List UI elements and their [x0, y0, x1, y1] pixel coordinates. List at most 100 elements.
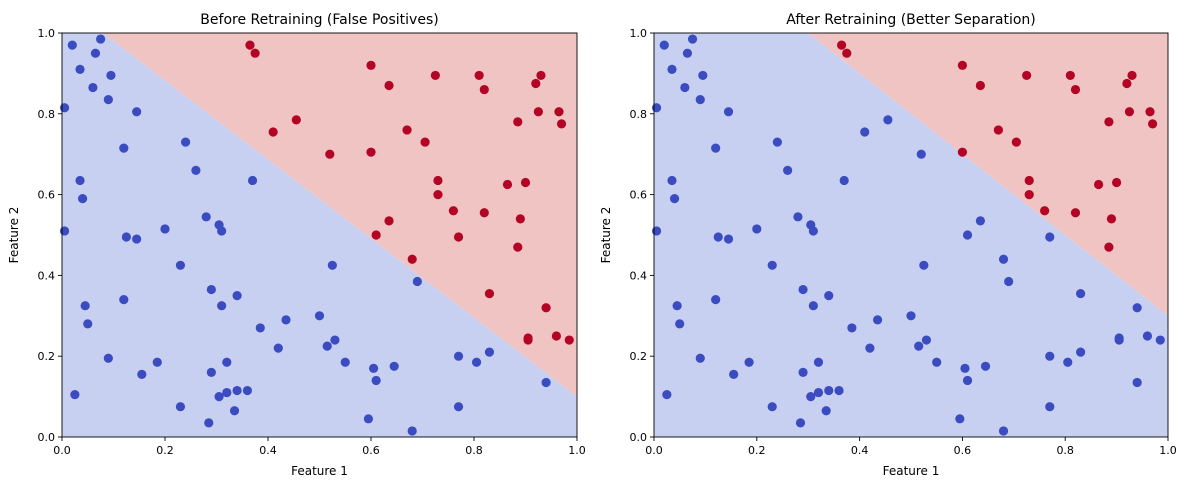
scatter-point-class0 [744, 357, 754, 367]
scatter-point-class0 [667, 175, 677, 186]
scatter-point-class0 [119, 295, 129, 305]
scatter-point-class0 [75, 175, 85, 186]
x-tick-label: 0.8 [1056, 444, 1074, 457]
y-tick-label: 1.0 [630, 27, 648, 40]
scatter-point-class0 [682, 48, 693, 58]
scatter-point-class1 [1106, 214, 1117, 224]
scatter-point-class0 [222, 357, 232, 367]
scatter-point-class0 [813, 357, 824, 367]
scatter-point-class0 [914, 341, 924, 351]
scatter-point-class0 [662, 389, 672, 400]
scatter-point-class0 [1045, 232, 1055, 242]
scatter-point-class1 [1122, 78, 1132, 89]
scatter-point-class1 [1145, 107, 1155, 117]
scatter-point-class1 [502, 179, 513, 190]
scatter-point-class0 [217, 226, 227, 236]
chart-after-retraining: 0.0 0.2 0.4 0.6 0.8 1.0 0.0 0.2 0.4 0.6 0.8 1.0 Afte… [599, 12, 1177, 478]
scatter-point-class1 [448, 206, 458, 216]
scatter-point-class0 [314, 311, 325, 321]
scatter-point-class0 [363, 414, 374, 424]
y-axis-label: Feature 2 [599, 207, 613, 264]
scatter-point-class1 [531, 78, 541, 89]
scatter-point-class0 [723, 107, 734, 117]
scatter-point-class0 [1076, 288, 1086, 299]
scatter-point-class0 [808, 301, 818, 311]
scatter-point-class1 [402, 125, 412, 135]
scatter-point-class0 [206, 284, 216, 295]
chart-title: After Retraining (Better Separation) [786, 12, 1036, 28]
scatter-point-class0 [67, 40, 77, 50]
scatter-point-class0 [88, 82, 98, 93]
scatter-point-class1 [1104, 242, 1114, 252]
scatter-point-class0 [695, 95, 705, 105]
y-tick-label: 0.6 [630, 189, 648, 202]
scatter-point-class1 [479, 208, 489, 218]
scatter-point-class0 [806, 392, 816, 402]
scatter-point-class0 [1114, 335, 1124, 345]
scatter-point-class0 [160, 224, 170, 234]
scatter-point-class1 [291, 115, 301, 125]
scatter-point-class1 [957, 147, 968, 157]
y-tick-label: 1.0 [38, 27, 56, 40]
x-tick-label: 0.6 [954, 444, 972, 457]
scatter-point-class1 [366, 147, 376, 157]
class1-region [808, 33, 1168, 316]
scatter-point-class0 [407, 426, 417, 436]
scatter-point-class0 [121, 232, 131, 242]
scatter-point-class1 [1127, 70, 1137, 81]
scatter-point-class0 [103, 353, 113, 363]
scatter-point-class0 [906, 311, 916, 321]
scatter-point-class1 [541, 303, 551, 313]
scatter-point-class1 [837, 40, 847, 50]
scatter-point-class0 [106, 70, 116, 81]
scatter-point-class0 [247, 175, 258, 186]
scatter-point-class0 [932, 357, 942, 367]
scatter-point-class1 [523, 335, 533, 345]
scatter-point-class0 [872, 315, 883, 325]
scatter-point-class1 [551, 331, 562, 341]
scatter-point-class1 [1024, 190, 1034, 200]
scatter-point-class0 [675, 319, 685, 329]
scatter-point-class0 [232, 291, 242, 301]
scatter-point-class0 [824, 291, 834, 301]
scatter-point-class0 [672, 301, 682, 311]
x-axis-label: Feature 1 [883, 464, 940, 478]
scatter-point-class1 [957, 60, 968, 70]
scatter-point-class0 [484, 347, 495, 357]
scatter-point-class1 [484, 288, 495, 299]
scatter-point-class0 [834, 385, 844, 396]
x-tick-label: 1.0 [568, 444, 586, 457]
scatter-point-class0 [330, 335, 340, 345]
scatter-point-class0 [181, 137, 191, 147]
scatter-point-class0 [960, 363, 970, 373]
scatter-point-class0 [711, 295, 721, 305]
scatter-point-class0 [59, 103, 70, 113]
scatter-point-class1 [1065, 70, 1075, 81]
x-tick-label: 0.0 [53, 444, 71, 457]
scatter-point-class0 [962, 375, 973, 386]
scatter-point-class0 [824, 385, 834, 396]
scatter-point-class0 [453, 402, 464, 412]
y-tick-label: 0.2 [38, 350, 56, 363]
scatter-point-class1 [513, 117, 523, 127]
x-tick-label: 0.8 [465, 444, 483, 457]
scatter-point-class0 [1004, 276, 1014, 287]
scatter-point-class0 [471, 357, 482, 367]
y-tick-label: 0.0 [38, 431, 56, 444]
scatter-point-class0 [798, 367, 808, 377]
scatter-point-class0 [680, 82, 690, 93]
scatter-point-class0 [412, 276, 422, 287]
scatter-point-class0 [1155, 335, 1165, 345]
scatter-point-class1 [556, 119, 567, 129]
scatter-point-class1 [1124, 107, 1135, 117]
scatter-point-class1 [1094, 179, 1104, 190]
scatter-point-class0 [767, 402, 777, 412]
scatter-point-class1 [1011, 137, 1021, 147]
scatter-point-class0 [1063, 357, 1073, 367]
y-tick-label: 0.8 [630, 108, 648, 121]
scatter-point-class0 [132, 234, 142, 244]
class0-region [62, 33, 577, 437]
scatter-point-class0 [723, 234, 734, 244]
scatter-point-class0 [813, 387, 824, 398]
scatter-point-class1 [245, 40, 255, 50]
